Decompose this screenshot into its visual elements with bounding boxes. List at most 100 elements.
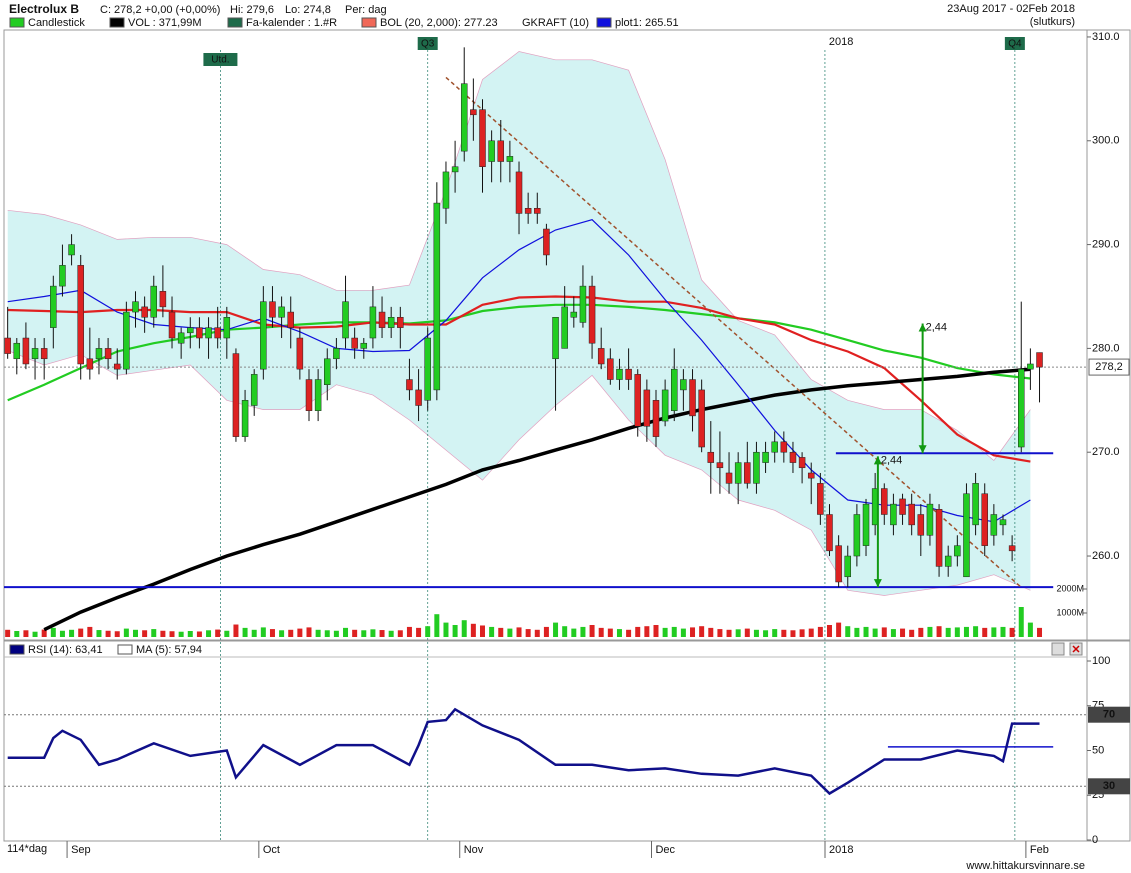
- candle-body: [643, 389, 651, 427]
- arrow-head: [918, 323, 927, 332]
- rsi-legend-swatch: [117, 644, 133, 655]
- y-tick-label: 310.0: [1092, 31, 1120, 43]
- candle-body: [460, 83, 468, 152]
- candle-body: [807, 472, 815, 479]
- volume-tick-label: 1000M: [1056, 607, 1084, 617]
- volume-bar: [699, 626, 705, 637]
- y-tick-label: 290.0: [1092, 238, 1120, 250]
- candle-body: [762, 451, 769, 463]
- volume-bar: [23, 630, 29, 637]
- volume-bar: [443, 622, 449, 637]
- rsi-legend-label: MA (5): 57,94: [136, 644, 202, 656]
- rsi-level-badge: [1088, 778, 1130, 795]
- volume-bar: [406, 626, 412, 637]
- settings-icon[interactable]: [1051, 642, 1065, 656]
- volume-bar: [900, 628, 906, 637]
- legend-label: VOL : 371,99M: [128, 17, 202, 29]
- legend-label: Candlestick: [28, 17, 85, 29]
- volume-bar: [96, 630, 102, 637]
- candle-body: [1027, 363, 1034, 370]
- volume-bar: [470, 623, 476, 637]
- volume-bar: [616, 629, 622, 637]
- candle-body: [935, 509, 943, 567]
- volume-bar: [242, 627, 248, 637]
- candle-body: [698, 389, 705, 448]
- y-tick-label: 300.0: [1092, 135, 1120, 147]
- volume-bar: [808, 628, 814, 637]
- volume-bar: [425, 626, 431, 637]
- candle-body: [13, 342, 21, 360]
- legend-swatch: [361, 17, 377, 28]
- candle-body: [734, 462, 742, 484]
- x-tick-label: Dec: [655, 844, 675, 856]
- candle-body: [671, 368, 678, 411]
- volume-bar: [132, 629, 138, 637]
- volume-bar: [1018, 607, 1024, 637]
- volume-bar: [269, 629, 275, 637]
- volume-bar: [909, 629, 915, 637]
- volume-bar: [973, 626, 979, 637]
- candle-body: [917, 514, 925, 536]
- legend-label: GKRAFT (10): [522, 17, 589, 29]
- legend-swatch: [9, 17, 25, 28]
- volume-bar: [635, 626, 641, 637]
- candle-body: [387, 317, 395, 328]
- candle-body: [342, 301, 349, 339]
- volume-bar: [114, 631, 120, 637]
- volume-bar: [763, 630, 769, 637]
- candle-body: [150, 285, 158, 318]
- volume-bar: [59, 630, 65, 637]
- candle-body: [123, 311, 130, 370]
- candle-body: [524, 207, 532, 214]
- volume-bar: [945, 627, 951, 637]
- band-upper: [7, 51, 1031, 462]
- volume-bar: [379, 630, 385, 637]
- candle-body: [1018, 368, 1025, 448]
- volume-bar: [87, 626, 93, 637]
- candle-body: [260, 301, 267, 370]
- volume-bar: [598, 627, 604, 637]
- candle-body: [269, 301, 276, 318]
- volume-bar: [251, 629, 257, 637]
- candle-body: [789, 451, 797, 463]
- candle-body: [333, 348, 340, 360]
- legend-label: plot1: 265.51: [615, 17, 679, 29]
- volume-bar: [279, 630, 285, 637]
- volume-bar: [607, 628, 613, 637]
- volume-bar: [41, 629, 47, 637]
- candle-body: [4, 337, 11, 354]
- candle-body: [196, 327, 203, 339]
- volume-bar: [306, 627, 312, 637]
- candle-body: [853, 514, 861, 557]
- candle-body: [890, 503, 897, 526]
- info-text: Hi: 279,6: [230, 4, 274, 16]
- volume-bar: [288, 629, 294, 637]
- candle-body: [415, 389, 422, 406]
- candle-body: [1008, 545, 1016, 552]
- candle-body: [899, 498, 906, 515]
- candle-body: [1036, 352, 1043, 368]
- candle-body: [561, 306, 568, 349]
- candle-body: [223, 317, 231, 339]
- candle-body: [963, 493, 970, 578]
- candle-body: [241, 400, 249, 437]
- candle-body: [406, 379, 413, 391]
- event-label: Q4: [1008, 39, 1022, 50]
- candle-body: [844, 555, 852, 578]
- volume-bar: [5, 629, 11, 637]
- volume-bar: [187, 631, 193, 637]
- y-tick-label: 270.0: [1092, 446, 1120, 458]
- candle-body: [552, 317, 559, 360]
- band-lower: [7, 350, 1031, 596]
- volume-bar: [1009, 627, 1015, 637]
- x-tick-label: 2018: [829, 844, 853, 856]
- candle-body: [324, 358, 331, 385]
- candle-body: [780, 441, 788, 453]
- rsi-legend-swatch: [9, 644, 25, 655]
- candle-body: [652, 400, 660, 437]
- candle-body: [661, 389, 669, 422]
- candle-body: [86, 358, 94, 370]
- candle-body: [205, 327, 212, 339]
- candle-body: [771, 441, 778, 453]
- candle-body: [77, 265, 84, 365]
